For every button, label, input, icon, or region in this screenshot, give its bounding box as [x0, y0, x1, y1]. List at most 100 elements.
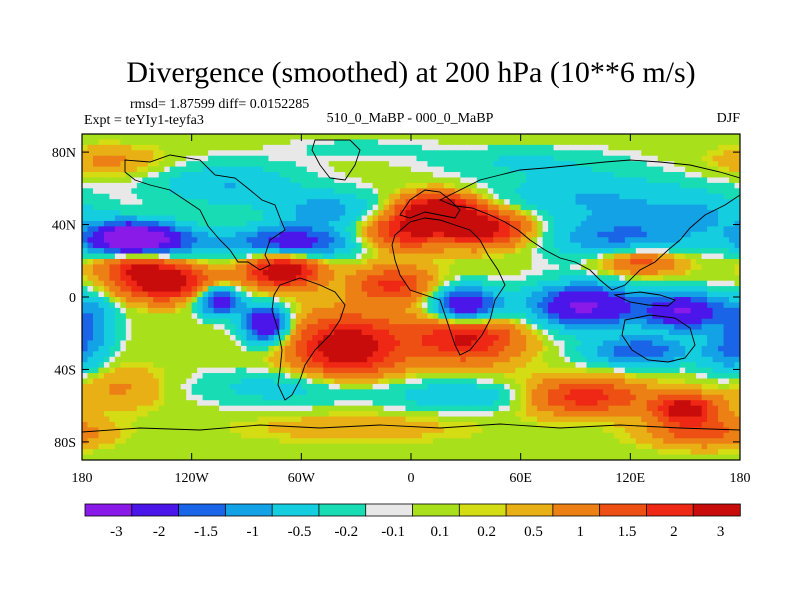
heat-cell — [674, 242, 681, 249]
heat-cell — [564, 248, 571, 255]
heat-cell — [268, 291, 275, 298]
heat-cell — [312, 248, 319, 255]
heat-cell — [383, 329, 390, 336]
heat-cell — [312, 345, 319, 352]
heat-cell — [668, 237, 675, 244]
heat-cell — [427, 340, 434, 347]
heat-cell — [602, 351, 609, 358]
heat-cell — [586, 161, 593, 168]
heat-cell — [317, 182, 324, 189]
heat-cell — [290, 340, 297, 347]
heat-cell — [685, 155, 692, 162]
heat-cell — [597, 242, 604, 249]
heat-cell — [180, 226, 187, 233]
heat-cell — [213, 237, 220, 244]
heat-cell — [729, 253, 736, 260]
heat-cell — [350, 340, 357, 347]
heat-cell — [570, 307, 577, 314]
heat-cell — [279, 275, 286, 282]
heat-cell — [246, 318, 253, 325]
heat-cell — [454, 199, 461, 206]
heat-cell — [82, 172, 89, 179]
heat-cell — [241, 220, 248, 227]
heat-cell — [690, 313, 697, 320]
heat-cell — [526, 204, 533, 211]
heat-cell — [597, 318, 604, 325]
heat-cell — [109, 199, 116, 206]
heat-cell — [597, 172, 604, 179]
heat-cell — [158, 307, 165, 314]
heat-cell — [295, 258, 302, 265]
heat-cell — [460, 220, 467, 227]
heat-cell — [98, 253, 105, 260]
heat-cell — [290, 210, 297, 217]
heat-cell — [284, 275, 291, 282]
heat-cell — [328, 139, 335, 146]
heat-cell — [92, 297, 100, 304]
heat-cell — [241, 324, 248, 331]
heat-cell — [718, 297, 725, 304]
heat-cell — [235, 302, 242, 309]
heat-cell — [213, 182, 220, 189]
heat-cell — [400, 280, 407, 287]
heat-cell — [147, 345, 154, 352]
heat-cell — [109, 291, 116, 298]
heat-cell — [136, 139, 143, 146]
heat-cell — [367, 253, 374, 260]
heat-cell — [591, 199, 599, 206]
heat-cell — [197, 307, 204, 314]
heat-cell — [520, 220, 527, 227]
heat-cell — [646, 210, 653, 217]
heat-cell — [597, 231, 604, 238]
heat-cell — [646, 286, 653, 293]
heat-cell — [504, 237, 511, 244]
heat-cell — [400, 134, 407, 141]
heat-cell — [153, 264, 160, 271]
heat-cell — [542, 258, 549, 265]
heat-cell — [208, 237, 215, 244]
heat-cell — [224, 324, 231, 331]
heat-cell — [559, 242, 566, 249]
heat-cell — [219, 188, 226, 195]
heat-cell — [597, 335, 604, 342]
heat-cell — [515, 150, 522, 157]
heat-cell — [290, 204, 297, 211]
heat-cell — [460, 139, 467, 146]
heat-cell — [449, 210, 456, 217]
heat-cell — [339, 144, 346, 151]
heat-cell — [378, 215, 385, 222]
heat-cell — [186, 204, 193, 211]
heat-cell — [553, 313, 560, 320]
heat-cell — [624, 318, 631, 325]
heat-cell — [411, 215, 418, 222]
heat-cell — [515, 155, 522, 162]
heat-cell — [136, 155, 143, 162]
heat-cell — [306, 150, 313, 157]
heat-cell — [526, 307, 533, 314]
heat-cell — [120, 313, 127, 320]
heat-cell — [476, 258, 483, 265]
heat-cell — [175, 253, 182, 260]
heat-cell — [416, 172, 423, 179]
heat-cell — [224, 139, 231, 146]
heat-cell — [580, 144, 588, 151]
heat-cell — [432, 313, 440, 320]
heat-cell — [718, 313, 725, 320]
heat-cell — [169, 172, 176, 179]
heat-cell — [147, 291, 154, 298]
heat-cell — [657, 215, 664, 222]
heat-cell — [114, 291, 121, 298]
heat-cell — [471, 166, 478, 173]
heat-cell — [553, 155, 560, 162]
heat-cell — [114, 139, 121, 146]
heat-cell — [153, 242, 160, 249]
heat-cell — [432, 144, 440, 151]
heat-cell — [273, 231, 280, 238]
heat-cell — [465, 258, 472, 265]
heat-cell — [602, 139, 609, 146]
heat-cell — [718, 193, 725, 200]
heat-cell — [537, 307, 544, 314]
heat-cell — [624, 155, 631, 162]
heat-cell — [707, 280, 714, 287]
heat-cell — [372, 253, 379, 260]
